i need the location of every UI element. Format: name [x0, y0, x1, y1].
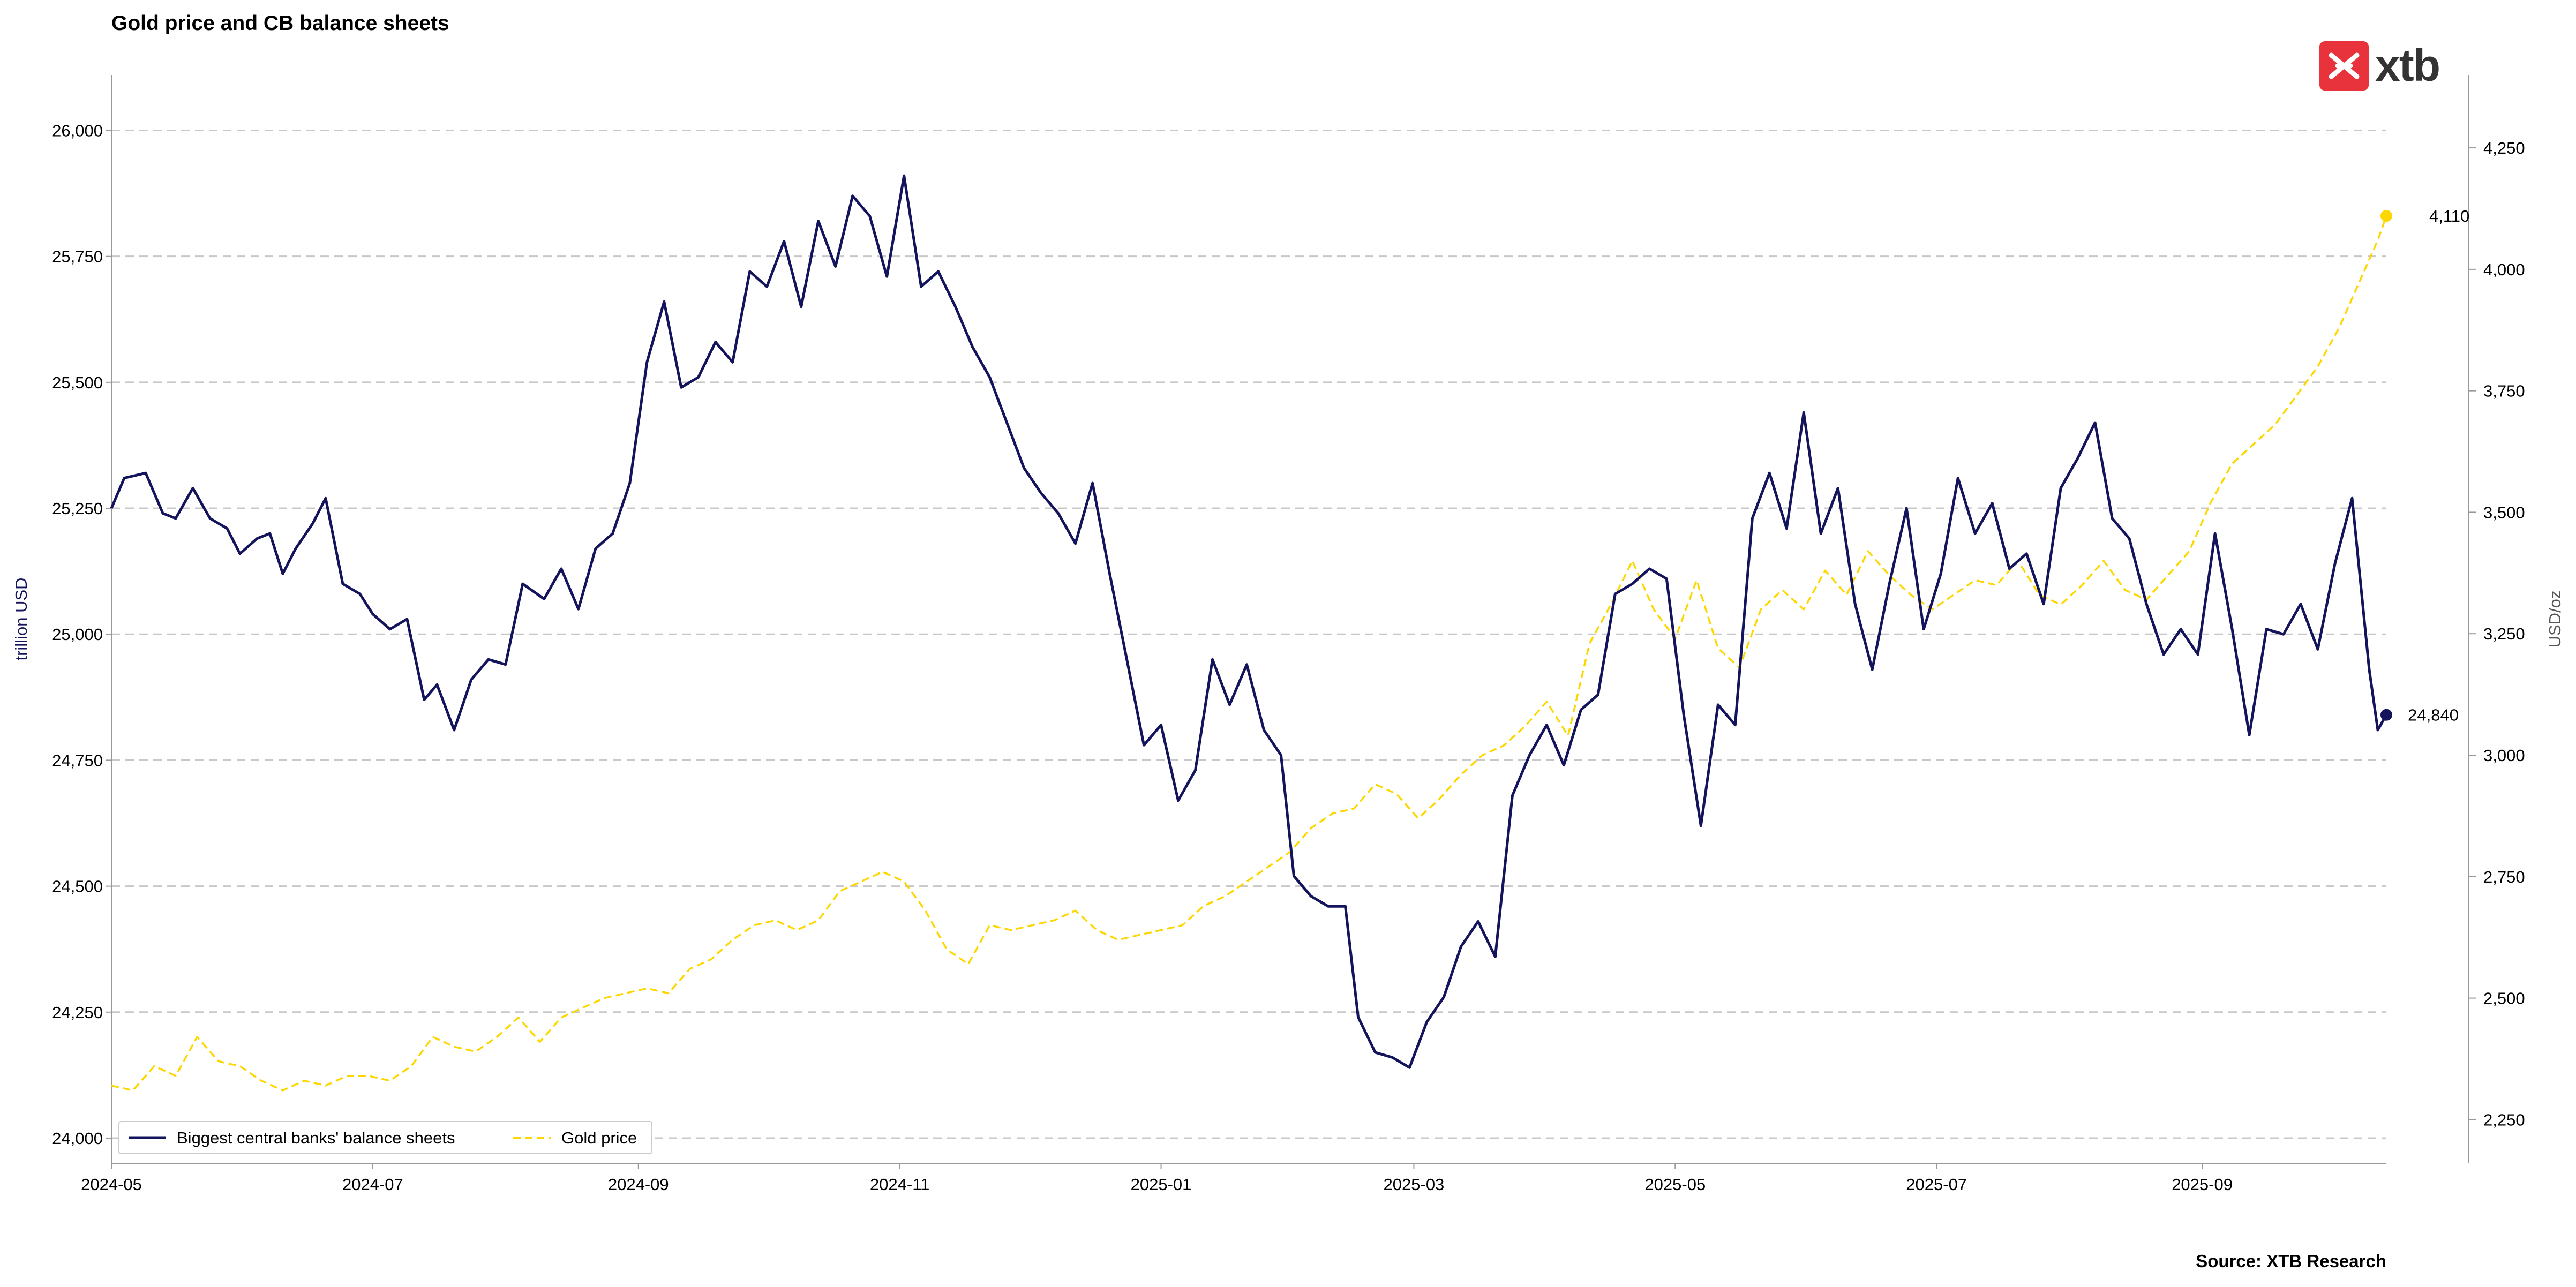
right-tick-label: 3,250: [2483, 624, 2525, 643]
right-y-axis-label: USD/oz: [2545, 591, 2564, 648]
right-tick-label: 2,750: [2483, 868, 2525, 886]
left-tick-label: 26,000: [52, 121, 103, 140]
cb-balance-sheets-line: [110, 174, 2388, 1069]
cb-balance-sheets-line-end-marker: [2380, 709, 2392, 721]
x-tick-label: 2025-01: [1131, 1175, 1192, 1194]
x-tick-label: 2025-09: [2172, 1175, 2233, 1194]
right-tick-label: 2,500: [2483, 989, 2525, 1008]
source-note: Source: XTB Research: [2196, 1251, 2386, 1271]
left-tick-label: 24,750: [52, 751, 103, 770]
gold-price-line: [111, 215, 2387, 1092]
x-tick-label: 2024-11: [870, 1175, 929, 1194]
legend-box: [118, 1121, 652, 1154]
x-tick-label: 2024-07: [342, 1175, 403, 1194]
left-tick-label: 25,750: [52, 247, 103, 266]
legend: Biggest central banks' balance sheets Go…: [118, 1121, 652, 1154]
xtb-logo-text: xtb: [2375, 40, 2440, 91]
left-y-ticks: 24,000 24,250 24,500 24,750 25,000 25,250 25,5…: [52, 121, 111, 1148]
x-tick-label: 2024-05: [81, 1175, 142, 1194]
right-tick-label: 2,250: [2483, 1110, 2525, 1129]
legend-label-cb: Biggest central banks' balance sheets: [177, 1128, 455, 1147]
right-tick-label: 3,000: [2483, 746, 2525, 765]
x-tick-label: 2025-03: [1384, 1175, 1445, 1194]
xtb-logo: xtb: [2319, 40, 2440, 92]
series-layer: 4,110 24,840: [110, 174, 2469, 1092]
gridlines: [111, 129, 2386, 1139]
right-tick-label: 3,750: [2483, 382, 2525, 401]
left-tick-label: 25,250: [52, 499, 103, 518]
left-tick-label: 24,000: [52, 1129, 103, 1148]
chart-title: Gold price and CB balance sheets: [111, 12, 449, 35]
left-tick-label: 25,000: [52, 625, 103, 644]
x-tick-label: 2025-07: [1906, 1175, 1967, 1194]
left-tick-label: 25,500: [52, 373, 103, 392]
left-tick-label: 24,250: [52, 1003, 103, 1022]
xtb-logo-icon: [2319, 41, 2369, 91]
left-y-axis-label: trillion USD: [12, 577, 31, 660]
right-tick-label: 3,500: [2483, 503, 2525, 522]
right-tick-label: 4,000: [2483, 260, 2525, 279]
x-tick-label: 2024-09: [608, 1175, 669, 1194]
x-tick-label: 2025-05: [1644, 1175, 1706, 1194]
right-y-ticks: 2,250 2,500 2,750 3,000 3,250 3,500 3,750 4,000…: [2468, 139, 2525, 1129]
left-tick-label: 24,500: [52, 877, 103, 896]
x-ticks: 2024-05 2024-07 2024-09 2024-11 2025-01 2025-…: [81, 1163, 2233, 1194]
gold-price-line-end-label: 4,110: [2429, 207, 2469, 225]
right-tick-label: 4,250: [2483, 139, 2525, 157]
legend-label-gold: Gold price: [561, 1128, 637, 1147]
cb-balance-sheets-line-end-label: 24,840: [2408, 706, 2459, 725]
axes: [111, 75, 2469, 1164]
gold-price-line-end-marker: [2380, 210, 2392, 222]
